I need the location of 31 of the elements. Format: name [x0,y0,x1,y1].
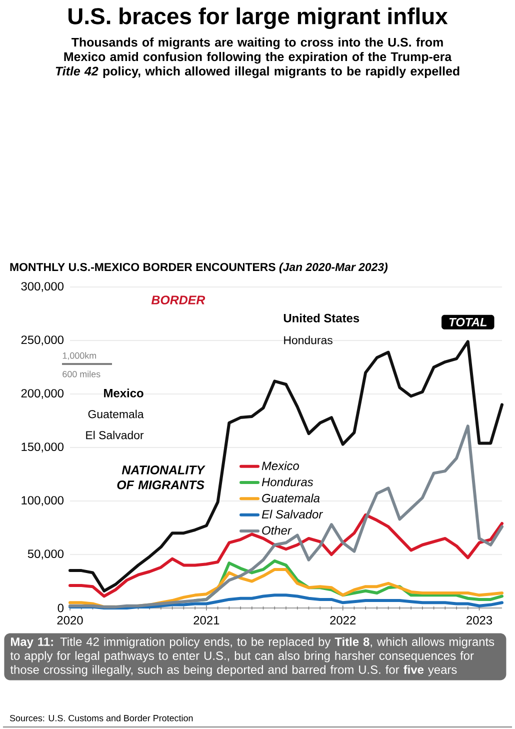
chart-title: U.S. braces for large migrant influx [68,8,448,29]
annotation: 1,000km [62,352,96,360]
x-tick-label: 2020 [57,616,83,624]
chart-subtitle: Thousands of migrants are waiting to cross into the U.S. from Mexico amid confusion following the expiration of the Trump-era Title 42 policy, which allowed illegal migrants to be rapidly expelled [56,38,460,78]
annotation: El Salvador [86,430,144,440]
annotation: Mexico [104,388,144,398]
y-tick-label: 50,000 [28,550,64,560]
series-label: TOTAL [449,318,487,326]
y-axis-title: MONTHLY U.S.-MEXICO BORDER ENCOUNTERS (Jan 2020-Mar 2023) [10,262,388,274]
text: May 11: Title 42 immigration policy ends, to be replaced by Title 8, which allows migrants to apply for legal pathways to enter U.S., but can also bring harsher consequences for those crossing illegally, such as being deported and barred from U.S. for five years [10,637,494,676]
legend-label: Honduras [262,477,314,486]
annotation: BORDER [151,296,206,304]
x-tick-label: 2022 [330,616,356,624]
y-tick-label: 100,000 [22,496,64,506]
x-tick-label: 2021 [194,616,220,624]
legend-title: NATIONALITY OF MIGRANTS [117,466,206,490]
source-note: Sources: U.S. Customs and Border Protection [10,714,193,722]
legend-label: El Salvador [262,510,324,519]
legend-label: Guatemala [262,494,320,502]
legend-label: Mexico [262,461,299,470]
annotation: United States [284,314,360,322]
legend-label: Other [262,526,292,535]
y-tick-label: 150,000 [22,442,64,452]
y-tick-label: 300,000 [21,282,64,292]
annotation: Honduras [284,336,332,344]
annotation: Guatemala [88,410,144,418]
y-tick-label: 250,000 [21,336,64,346]
x-tick-label: 2023 [466,616,492,624]
annotation: 600 miles [62,370,100,378]
y-tick-label: 200,000 [21,389,64,399]
y-tick-label: 0 [58,604,64,612]
